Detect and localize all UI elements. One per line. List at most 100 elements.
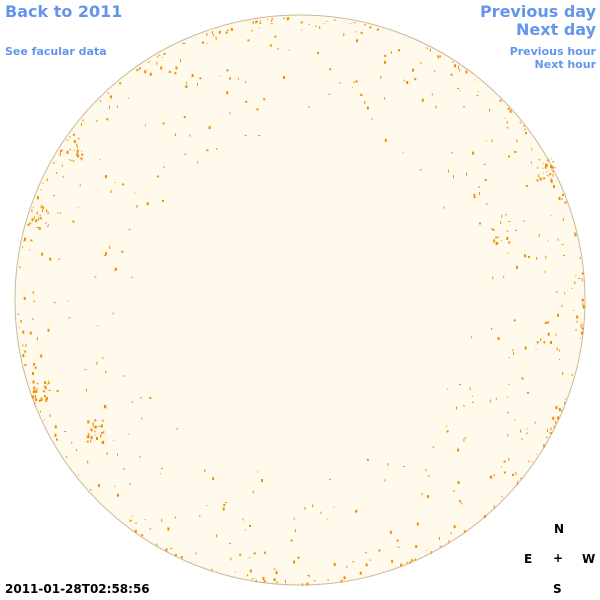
facula-speck bbox=[256, 471, 258, 473]
facula-speck bbox=[421, 493, 423, 495]
facula-speck bbox=[384, 138, 387, 142]
facula-speck bbox=[45, 398, 48, 402]
facula-speck bbox=[36, 383, 39, 385]
facula-speck bbox=[206, 33, 208, 36]
facula-speck bbox=[47, 211, 49, 215]
facular-data-link[interactable]: See facular data bbox=[5, 45, 107, 58]
facula-speck bbox=[106, 118, 109, 121]
facula-speck bbox=[163, 52, 166, 55]
facula-speck bbox=[255, 20, 258, 23]
facula-speck bbox=[400, 563, 403, 567]
facula-speck bbox=[456, 406, 458, 410]
facula-speck bbox=[44, 395, 46, 398]
previous-day-link[interactable]: Previous day bbox=[479, 2, 596, 21]
facula-speck bbox=[328, 93, 331, 95]
facula-speck bbox=[191, 74, 194, 77]
facula-speck bbox=[31, 209, 33, 213]
facula-speck bbox=[415, 558, 416, 561]
previous-hour-link[interactable]: Previous hour bbox=[509, 45, 596, 58]
facula-speck bbox=[54, 425, 57, 429]
facula-speck bbox=[516, 481, 518, 485]
facula-speck bbox=[29, 222, 32, 224]
facula-speck bbox=[161, 56, 163, 58]
facula-speck bbox=[61, 164, 63, 167]
facula-speck bbox=[483, 515, 486, 518]
facula-speck bbox=[183, 116, 186, 119]
facula-speck bbox=[222, 507, 225, 511]
facula-speck bbox=[263, 580, 266, 583]
facula-speck bbox=[550, 215, 552, 217]
facula-speck bbox=[113, 269, 115, 271]
facula-speck bbox=[558, 349, 560, 352]
facula-speck bbox=[103, 431, 105, 433]
facula-speck bbox=[461, 502, 463, 505]
facula-speck bbox=[346, 565, 348, 568]
facula-speck bbox=[506, 127, 509, 129]
facula-speck bbox=[206, 505, 208, 506]
facula-speck bbox=[141, 417, 143, 420]
facula-speck bbox=[497, 337, 500, 341]
facula-speck bbox=[479, 222, 481, 225]
facula-speck bbox=[384, 54, 387, 57]
facula-speck bbox=[95, 120, 98, 122]
facula-speck bbox=[277, 48, 280, 50]
facula-speck bbox=[516, 139, 518, 143]
facula-speck bbox=[459, 69, 461, 72]
facula-speck bbox=[52, 162, 55, 164]
facula-speck bbox=[97, 484, 100, 488]
facula-speck bbox=[122, 183, 125, 186]
facula-speck bbox=[476, 94, 479, 96]
facula-speck bbox=[66, 139, 69, 141]
facula-speck bbox=[76, 149, 79, 153]
facula-speck bbox=[174, 133, 176, 137]
facula-speck bbox=[493, 505, 495, 509]
facula-speck bbox=[508, 241, 511, 244]
facula-speck bbox=[27, 223, 30, 226]
facula-speck bbox=[104, 175, 107, 179]
facula-speck bbox=[56, 389, 59, 392]
facula-speck bbox=[180, 59, 181, 63]
facula-speck bbox=[491, 139, 493, 143]
facula-speck bbox=[60, 150, 61, 153]
facula-speck bbox=[109, 95, 112, 99]
facula-speck bbox=[415, 545, 418, 548]
next-hour-link[interactable]: Next hour bbox=[534, 58, 597, 71]
back-link[interactable]: Back to 2011 bbox=[5, 2, 123, 21]
facula-speck bbox=[366, 458, 369, 461]
facula-speck bbox=[66, 456, 68, 459]
facula-speck bbox=[197, 161, 199, 164]
facula-speck bbox=[492, 228, 495, 231]
facula-speck bbox=[105, 252, 107, 256]
facula-speck bbox=[515, 229, 518, 231]
facula-speck bbox=[49, 257, 52, 261]
facula-speck bbox=[402, 152, 404, 154]
facula-speck bbox=[378, 549, 381, 552]
facula-speck bbox=[23, 240, 26, 242]
facula-speck bbox=[116, 493, 119, 497]
facula-speck bbox=[575, 275, 577, 277]
facula-speck bbox=[440, 55, 442, 58]
facula-speck bbox=[62, 176, 65, 178]
facula-speck bbox=[31, 396, 34, 397]
facula-speck bbox=[46, 178, 48, 182]
facula-speck bbox=[242, 518, 244, 521]
facula-speck bbox=[138, 67, 141, 70]
facula-speck bbox=[380, 75, 382, 79]
facula-speck bbox=[512, 473, 514, 476]
facula-speck bbox=[208, 126, 211, 130]
facula-speck bbox=[504, 214, 507, 216]
next-day-link[interactable]: Next day bbox=[516, 20, 596, 39]
facula-speck bbox=[353, 22, 356, 24]
facula-speck bbox=[35, 389, 38, 393]
facula-speck bbox=[545, 163, 548, 167]
facula-speck bbox=[431, 93, 433, 96]
compass-east: E bbox=[524, 552, 533, 566]
facula-speck bbox=[38, 226, 41, 230]
facula-speck bbox=[206, 149, 209, 152]
facula-speck bbox=[229, 77, 231, 80]
facula-speck bbox=[227, 29, 229, 32]
facula-speck bbox=[581, 327, 584, 330]
facula-speck bbox=[420, 62, 422, 65]
facula-speck bbox=[582, 305, 585, 309]
facula-speck bbox=[229, 112, 231, 115]
